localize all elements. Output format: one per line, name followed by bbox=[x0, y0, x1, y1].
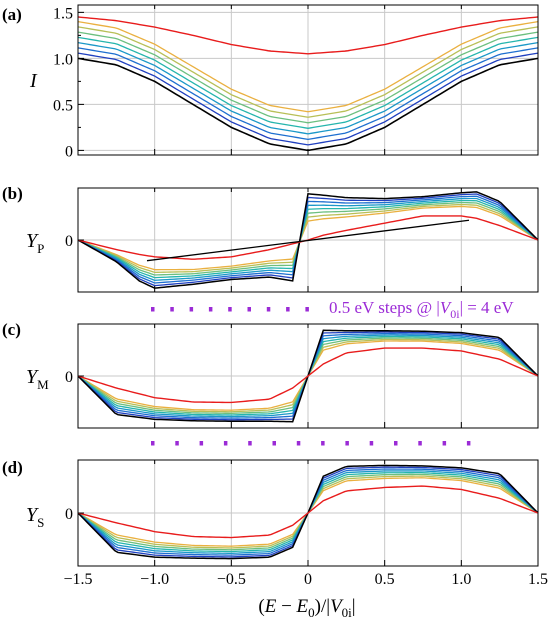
annotation-dot bbox=[223, 441, 228, 446]
panel-c-ytick-label: 0 bbox=[65, 369, 73, 386]
panel-d-ylabel: YS bbox=[26, 504, 44, 530]
x-tick-labels: −1.5 −1.0 −0.5 0 0.5 1.0 1.5 bbox=[63, 571, 548, 588]
x-axis-label: (E − E0)/|V0i| bbox=[258, 596, 355, 620]
annotation-dot bbox=[345, 441, 349, 446]
panel-b-series-2 bbox=[77, 195, 539, 284]
x-tick-label: 1.0 bbox=[451, 571, 471, 588]
panel-a-ytick-label: 0.5 bbox=[53, 97, 73, 114]
annotation-dot bbox=[175, 441, 179, 446]
annotation: 0.5 eV steps @ |V0i| = 4 eV bbox=[151, 298, 514, 446]
panel-a-highlight-series bbox=[77, 16, 539, 55]
x-tick-label: −0.5 bbox=[217, 571, 246, 588]
annotation-dot bbox=[321, 441, 325, 446]
annotation-dot bbox=[151, 307, 155, 312]
panel-d-label: (d) bbox=[2, 458, 23, 477]
panel-a-series-7 bbox=[77, 21, 539, 113]
annotation-dot bbox=[151, 441, 155, 446]
annotation-dot bbox=[296, 441, 301, 446]
panel-a-series-6 bbox=[77, 26, 539, 118]
panel-d-ylabel-main: Y bbox=[26, 504, 39, 526]
x-tick-label: 0 bbox=[304, 571, 312, 588]
annotation-dot bbox=[418, 441, 422, 446]
panel-a-yticks: 0 0.5 1.0 1.5 bbox=[53, 5, 539, 160]
panel-a-ytick-label: 1.5 bbox=[53, 5, 73, 22]
panel-a-curves bbox=[77, 16, 539, 152]
panel-c-ylabel-main: Y bbox=[26, 366, 39, 388]
x-tick-label: −1.0 bbox=[140, 571, 169, 588]
x-tick-label: 1.5 bbox=[528, 571, 548, 588]
panel-b-ylabel-main: Y bbox=[26, 230, 39, 252]
panel-b-ylabel: YP bbox=[26, 230, 44, 256]
panel-c-curves bbox=[77, 329, 539, 423]
annotation-dot bbox=[189, 307, 194, 312]
panel-a: 0 0.5 1.0 1.5 (a) I bbox=[2, 4, 539, 160]
panel-d-ytick-label: 0 bbox=[65, 506, 73, 523]
panel-b-yticks: 0 bbox=[65, 188, 539, 292]
annotation-dot bbox=[286, 307, 290, 312]
annotation-dot bbox=[369, 441, 374, 446]
panel-b-label: (b) bbox=[2, 184, 23, 203]
panel-a-ylabel: I bbox=[29, 70, 38, 92]
annotation-dots-lower bbox=[151, 441, 471, 446]
panel-a-series-3 bbox=[77, 41, 539, 135]
annotation-dot bbox=[208, 307, 213, 312]
panel-a-label: (a) bbox=[2, 5, 22, 24]
annotation-dot bbox=[248, 441, 252, 446]
panel-a-ytick-label: 1.0 bbox=[53, 51, 73, 68]
panel-d-curves bbox=[77, 464, 539, 560]
annotation-dot bbox=[305, 307, 309, 312]
x-tick-label: −1.5 bbox=[63, 571, 92, 588]
panel-b-series-6 bbox=[77, 203, 539, 273]
panel-b-ylabel-sub: P bbox=[37, 241, 44, 256]
annotation-text: 0.5 eV steps @ |V0i| = 4 eV bbox=[329, 298, 514, 321]
panel-b: 0 (b) YP bbox=[2, 184, 539, 293]
annotation-dot bbox=[266, 307, 271, 312]
annotation-dot bbox=[272, 441, 276, 446]
panel-b-curves bbox=[77, 191, 539, 289]
panel-c-highlight-series bbox=[77, 347, 539, 404]
panel-b-series-4 bbox=[77, 199, 539, 279]
panel-c-ylabel: YM bbox=[26, 366, 49, 392]
annotation-dot bbox=[442, 441, 447, 446]
panel-b-series-3 bbox=[77, 197, 539, 281]
annotation-dot bbox=[466, 441, 471, 446]
panel-c-yticks: 0 bbox=[65, 324, 539, 428]
panel-a-series-1 bbox=[77, 52, 539, 146]
panel-c: 0 (c) YM bbox=[2, 320, 539, 429]
annotation-dot bbox=[247, 307, 251, 312]
panel-b-ytick-label: 0 bbox=[65, 233, 73, 250]
panel-c-label: (c) bbox=[2, 320, 21, 339]
annotation-dot bbox=[228, 307, 232, 312]
panel-a-series-5 bbox=[77, 31, 539, 124]
annotation-dot bbox=[394, 441, 398, 446]
panel-a-grid bbox=[78, 5, 538, 155]
annotation-dot bbox=[199, 441, 204, 446]
panel-d-highlight-series bbox=[77, 485, 539, 539]
annotation-dot bbox=[170, 307, 174, 312]
panel-d-ylabel-sub: S bbox=[37, 515, 44, 530]
panel-b-series-5 bbox=[77, 201, 539, 276]
panel-c-ylabel-sub: M bbox=[37, 377, 49, 392]
panel-a-series-4 bbox=[77, 36, 539, 129]
annotation-dots-upper bbox=[151, 307, 309, 312]
panel-a-ytick-label: 0 bbox=[65, 143, 73, 160]
x-tick-label: 0.5 bbox=[375, 571, 395, 588]
panel-b-diagonal bbox=[146, 219, 470, 262]
panel-a-series-2 bbox=[77, 47, 539, 141]
panel-d-yticks: 0 bbox=[65, 460, 539, 566]
panel-b-series-7 bbox=[77, 205, 539, 271]
panel-d: 0 (d) YS bbox=[2, 458, 539, 567]
